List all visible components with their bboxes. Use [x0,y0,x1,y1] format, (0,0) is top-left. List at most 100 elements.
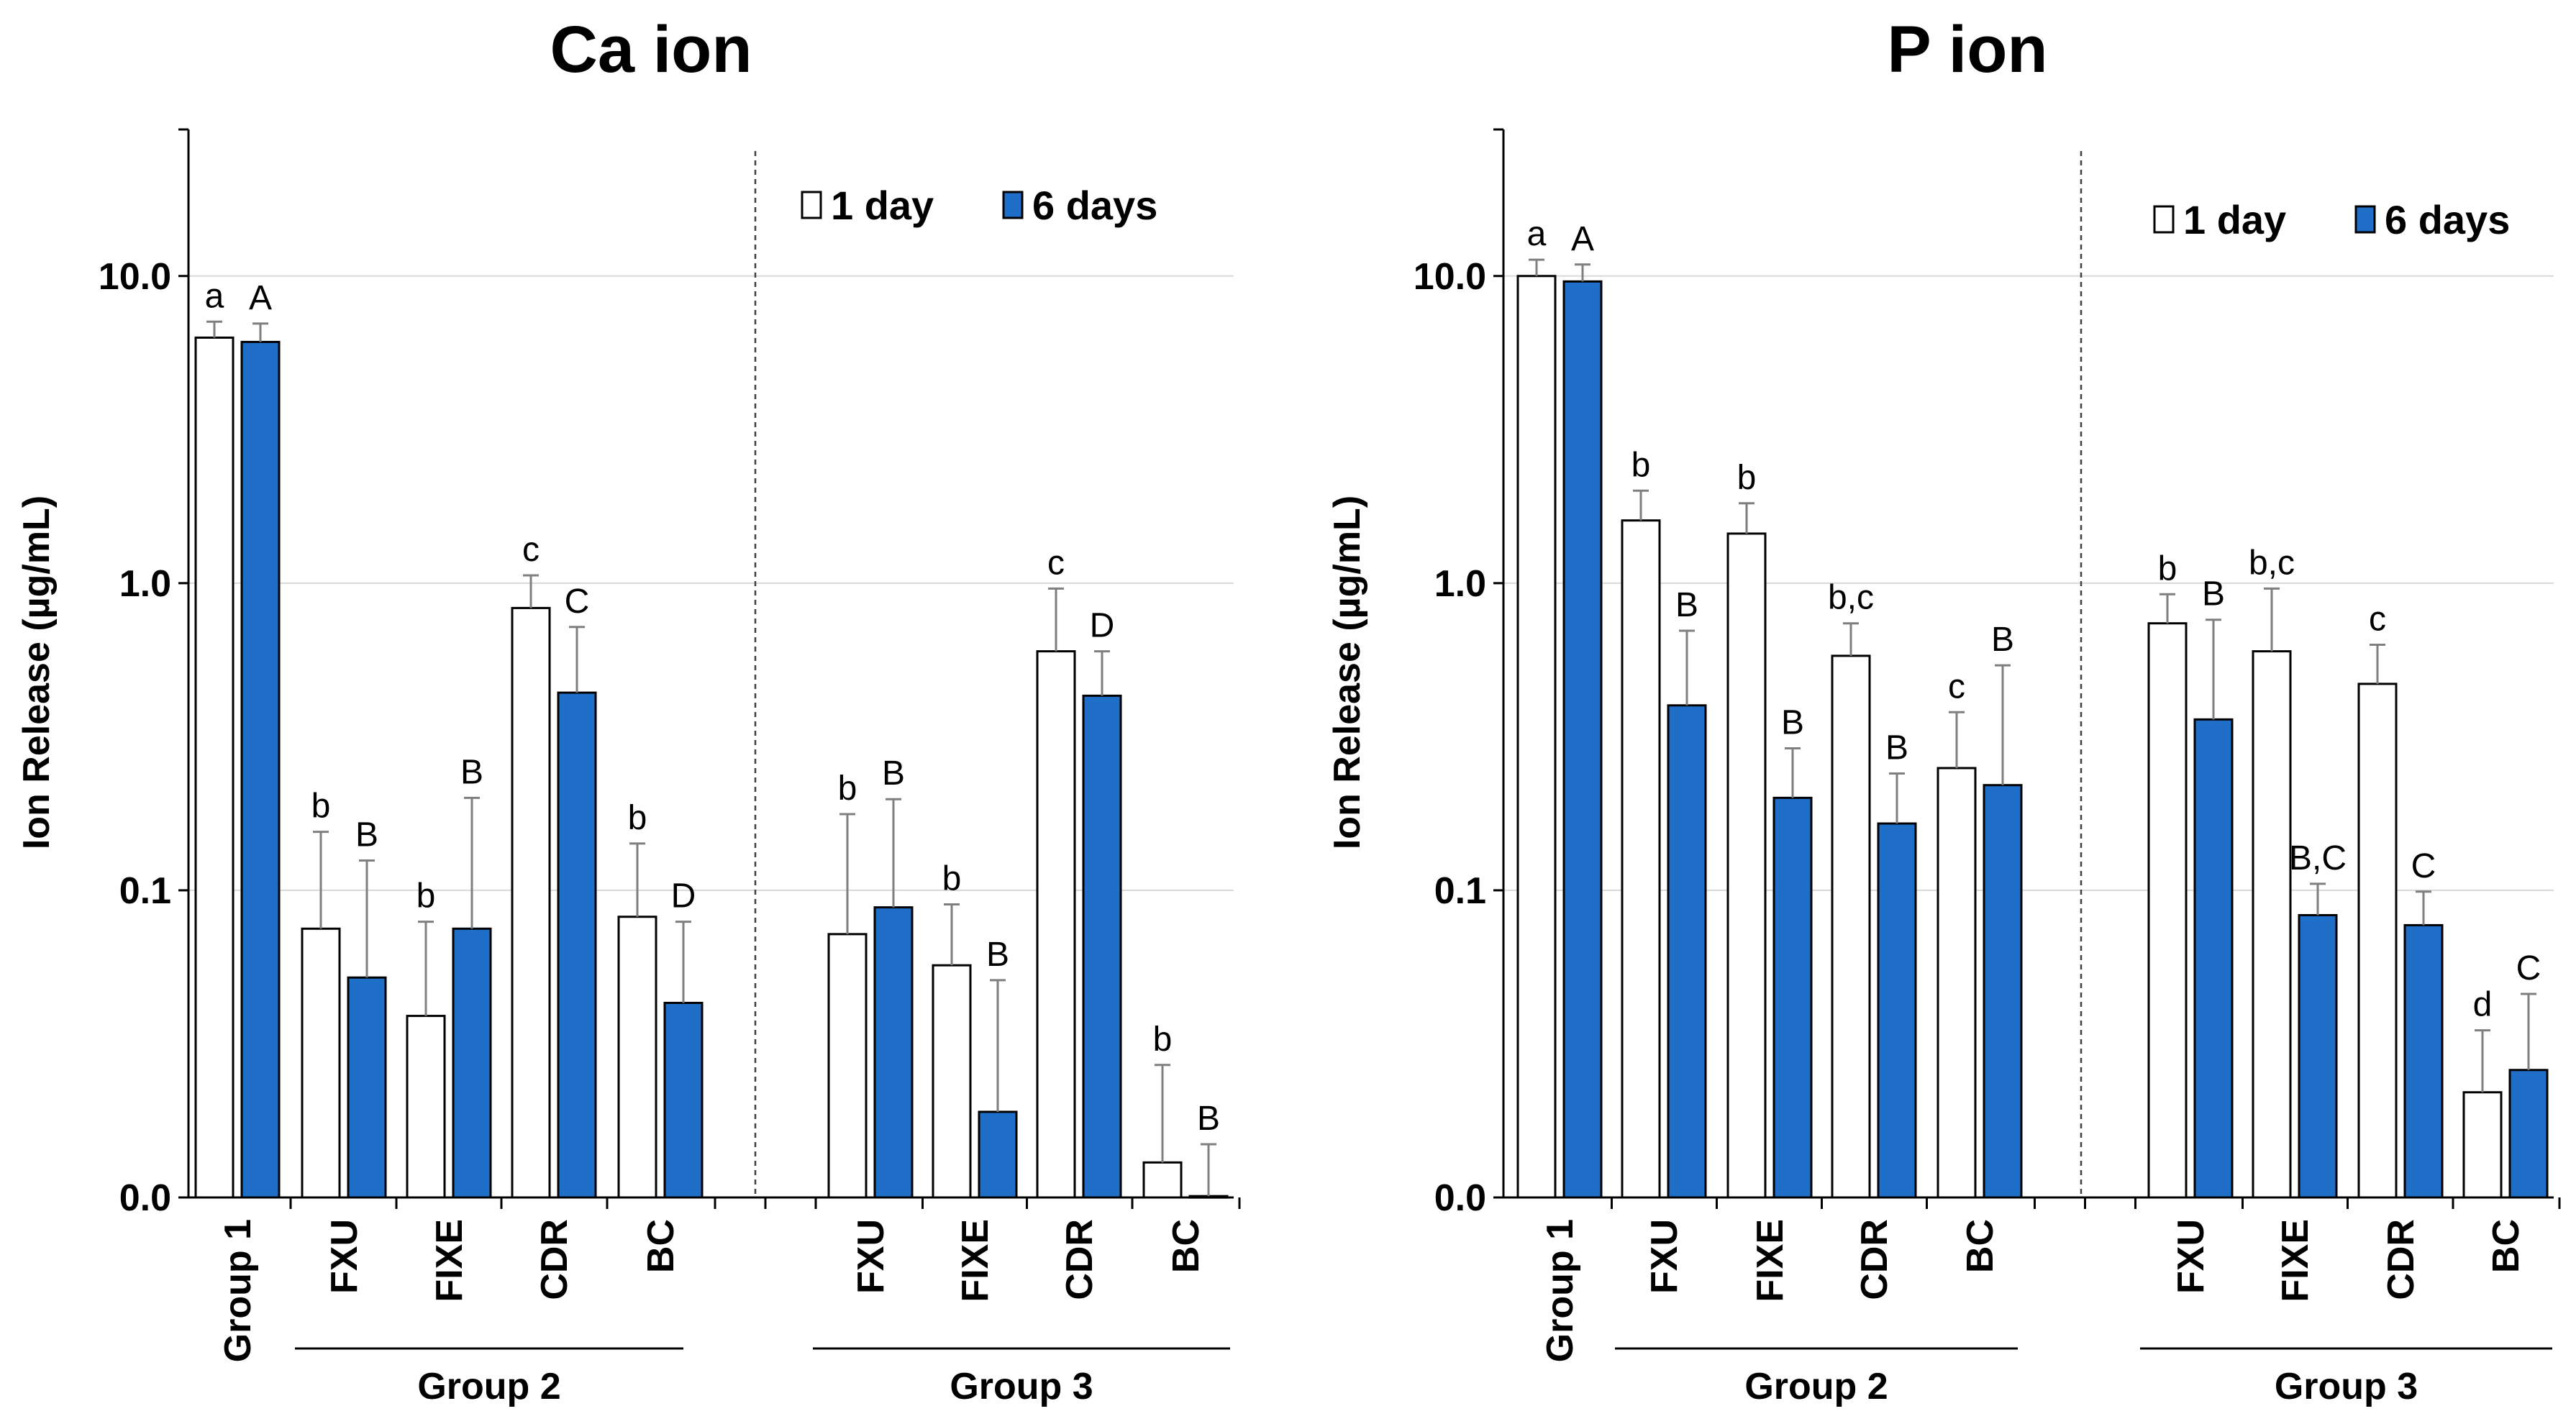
bar [663,1001,704,1199]
legend-label: 1 day [831,183,934,228]
significance-letter: b [1737,459,1757,497]
legend-swatch-6days [1002,191,1024,219]
x-tick-label: FXU [1644,1219,1685,1294]
y-axis-label: Ion Release (µg/mL) [1326,496,1368,849]
bar [557,691,597,1199]
significance-letter: b,c [1828,579,1874,617]
bar [1831,654,1871,1199]
x-tick-label: FXU [324,1219,365,1294]
p-ion-chart: P ion Ion Release (µg/mL) 0.0 0.1 1.0 10.0 a… [1326,13,2561,1407]
significance-letter: B [2202,575,2225,613]
significance-letter: B [1197,1100,1220,1138]
x-tick-label: FIXE [429,1219,470,1302]
significance-letter: d [2473,986,2493,1024]
significance-letter: b [311,788,331,826]
bar [194,336,235,1199]
significance-letter: D [671,877,696,916]
bar [406,1015,446,1199]
significance-letter: b [628,799,647,837]
bar [1036,650,1076,1199]
significance-letter: b [417,877,436,916]
x-tick-label: FXU [2170,1219,2212,1294]
x-tick-label: FIXE [955,1219,996,1302]
group-label: Group 2 [1744,1366,1888,1407]
bar [2357,683,2398,1199]
bar [2403,923,2444,1199]
significance-letter: A [1571,220,1594,258]
bar [1082,694,1122,1199]
significance-letter: C [2516,949,2541,987]
bar [1772,796,1813,1199]
chart-title: P ion [1887,13,2047,86]
x-tick-label: BC [640,1219,682,1273]
bar [2147,622,2188,1199]
bar [1877,822,1917,1199]
significance-letter: B [1781,703,1804,741]
significance-letter: a [1527,215,1547,253]
bar [978,1110,1018,1199]
x-tick-label: CDR [1854,1219,1895,1300]
x-tick-label: CDR [534,1219,575,1300]
bar [2462,1091,2503,1199]
bar [2508,1069,2549,1199]
y-tick-label: 0.1 [119,870,171,912]
x-tick-label: Group 1 [1539,1219,1581,1362]
legend-swatch-6days [2354,205,2376,234]
legend-label: 6 days [2385,197,2510,242]
significance-letter: b [838,770,857,808]
bar [1621,519,1661,1199]
group-label: Group 3 [2275,1366,2418,1407]
significance-letter: B [1991,621,2014,659]
bar [873,906,914,1199]
y-tick-label: 10.0 [1414,256,1486,298]
significance-letter: b [1153,1021,1173,1059]
x-tick-label: BC [1165,1219,1207,1273]
bar [1667,704,1707,1199]
y-tick-label: 1.0 [1434,563,1486,605]
significance-letter: a [205,277,224,315]
bar [347,976,387,1199]
significance-letter: B [1885,729,1908,767]
significance-letter: b [2158,549,2177,588]
y-tick-label: 10.0 [99,256,171,298]
bar [452,927,492,1199]
significance-letter: D [1090,607,1115,645]
x-tick-label: CDR [1059,1219,1101,1300]
bar [827,933,868,1199]
bar [1516,275,1557,1199]
x-tick-label: FIXE [1749,1219,1791,1302]
legend-swatch-1day [801,191,822,219]
bar [240,340,281,1199]
significance-letter: b [942,859,962,898]
bar [2298,913,2338,1199]
legend-label: 6 days [1032,183,1157,228]
bar [511,606,551,1199]
bar [1936,767,1977,1199]
significance-letter: B [460,753,483,791]
group-label: Group 2 [417,1366,560,1407]
bar [1726,532,1767,1199]
bar [301,927,341,1199]
bar [617,916,657,1199]
y-tick-label: 0.1 [1434,870,1486,912]
x-tick-label: Group 1 [217,1219,259,1362]
legend-label: 1 day [2183,197,2286,242]
bar [1562,280,1603,1199]
group-label: Group 3 [950,1366,1093,1407]
significance-letter: C [565,583,590,621]
x-tick-label: BC [2485,1219,2527,1273]
bar [2252,650,2292,1199]
significance-letter: c [2369,601,2386,639]
significance-letter: b,c [2249,544,2295,582]
significance-letter: B [882,754,905,793]
y-tick-label: 0.0 [1434,1177,1486,1219]
significance-letter: c [1948,667,1965,706]
significance-letter: A [249,279,272,317]
legend-swatch-1day [2153,205,2175,234]
y-tick-label: 1.0 [119,563,171,605]
significance-letter: B [355,816,378,854]
significance-letter: c [522,531,540,569]
significance-letter: c [1047,544,1065,582]
bar [932,964,972,1199]
